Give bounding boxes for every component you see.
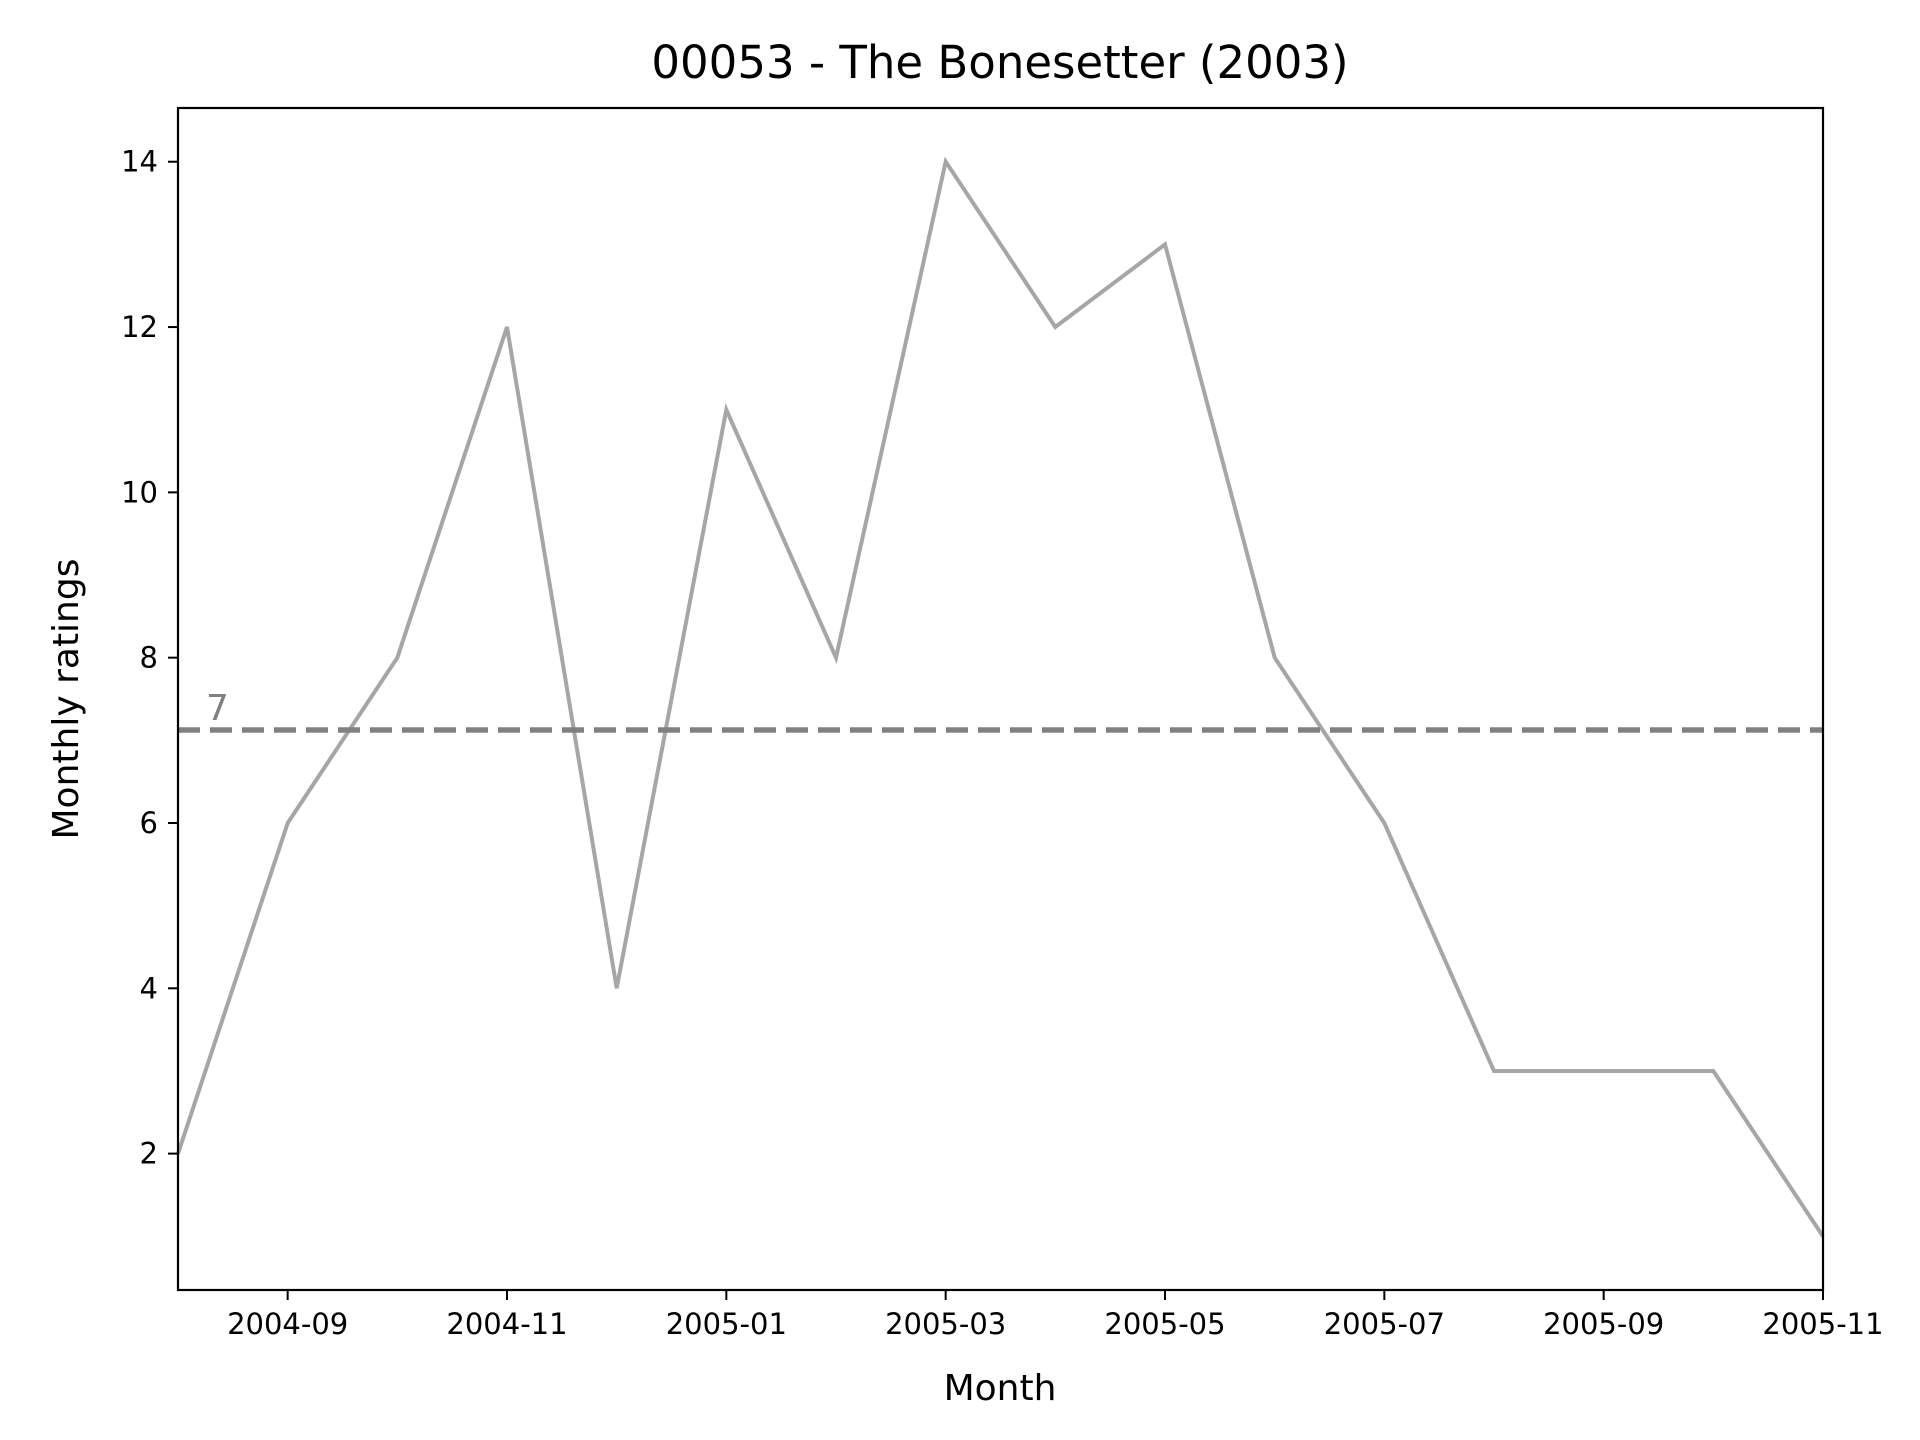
x-tick-label: 2005-03 <box>885 1307 1006 1341</box>
x-axis-label: Month <box>944 1368 1057 1409</box>
y-tick-label: 2 <box>140 1137 158 1171</box>
x-tick-label: 2004-11 <box>446 1307 567 1341</box>
y-tick-label: 14 <box>121 145 158 179</box>
x-tick-label: 2005-07 <box>1324 1307 1445 1341</box>
x-axis: 2004-09 2004-11 2005-01 2005-03 2005-05 2005-… <box>227 1290 1884 1341</box>
y-tick-label: 4 <box>140 971 158 1005</box>
x-tick-label: 2005-11 <box>1762 1307 1883 1341</box>
data-point <box>1165 244 1166 245</box>
data-point <box>1055 327 1056 328</box>
x-tick-label: 2005-09 <box>1543 1307 1664 1341</box>
plot-frame <box>176 106 1825 1292</box>
mean-reference-label: 7 <box>206 688 229 729</box>
data-point <box>836 657 837 658</box>
y-tick-label: 6 <box>140 806 158 840</box>
data-point <box>945 161 946 162</box>
data-point <box>1603 1071 1604 1072</box>
y-axis: 2 4 6 8 10 12 14 <box>121 145 178 1171</box>
data-point <box>507 327 508 328</box>
series-line-0 <box>176 156 1825 1238</box>
data-point <box>287 823 288 824</box>
y-tick-label: 10 <box>121 475 158 509</box>
x-tick-label: 2005-05 <box>1104 1307 1225 1341</box>
x-tick-label: 2004-09 <box>227 1307 348 1341</box>
data-point <box>616 988 617 989</box>
y-tick-label: 12 <box>121 310 158 344</box>
x-tick-label: 2005-01 <box>666 1307 787 1341</box>
data-point <box>1713 1071 1714 1072</box>
y-tick-label: 8 <box>140 641 158 675</box>
data-point <box>726 409 727 410</box>
data-point <box>1494 1071 1495 1072</box>
y-axis-label: Monthly ratings <box>46 559 87 840</box>
plot-area: 7 <box>176 156 1825 1238</box>
data-point <box>1384 823 1385 824</box>
data-point <box>397 657 398 658</box>
data-point <box>1274 657 1275 658</box>
chart-title: 00053 - The Bonesetter (2003) <box>651 36 1348 89</box>
